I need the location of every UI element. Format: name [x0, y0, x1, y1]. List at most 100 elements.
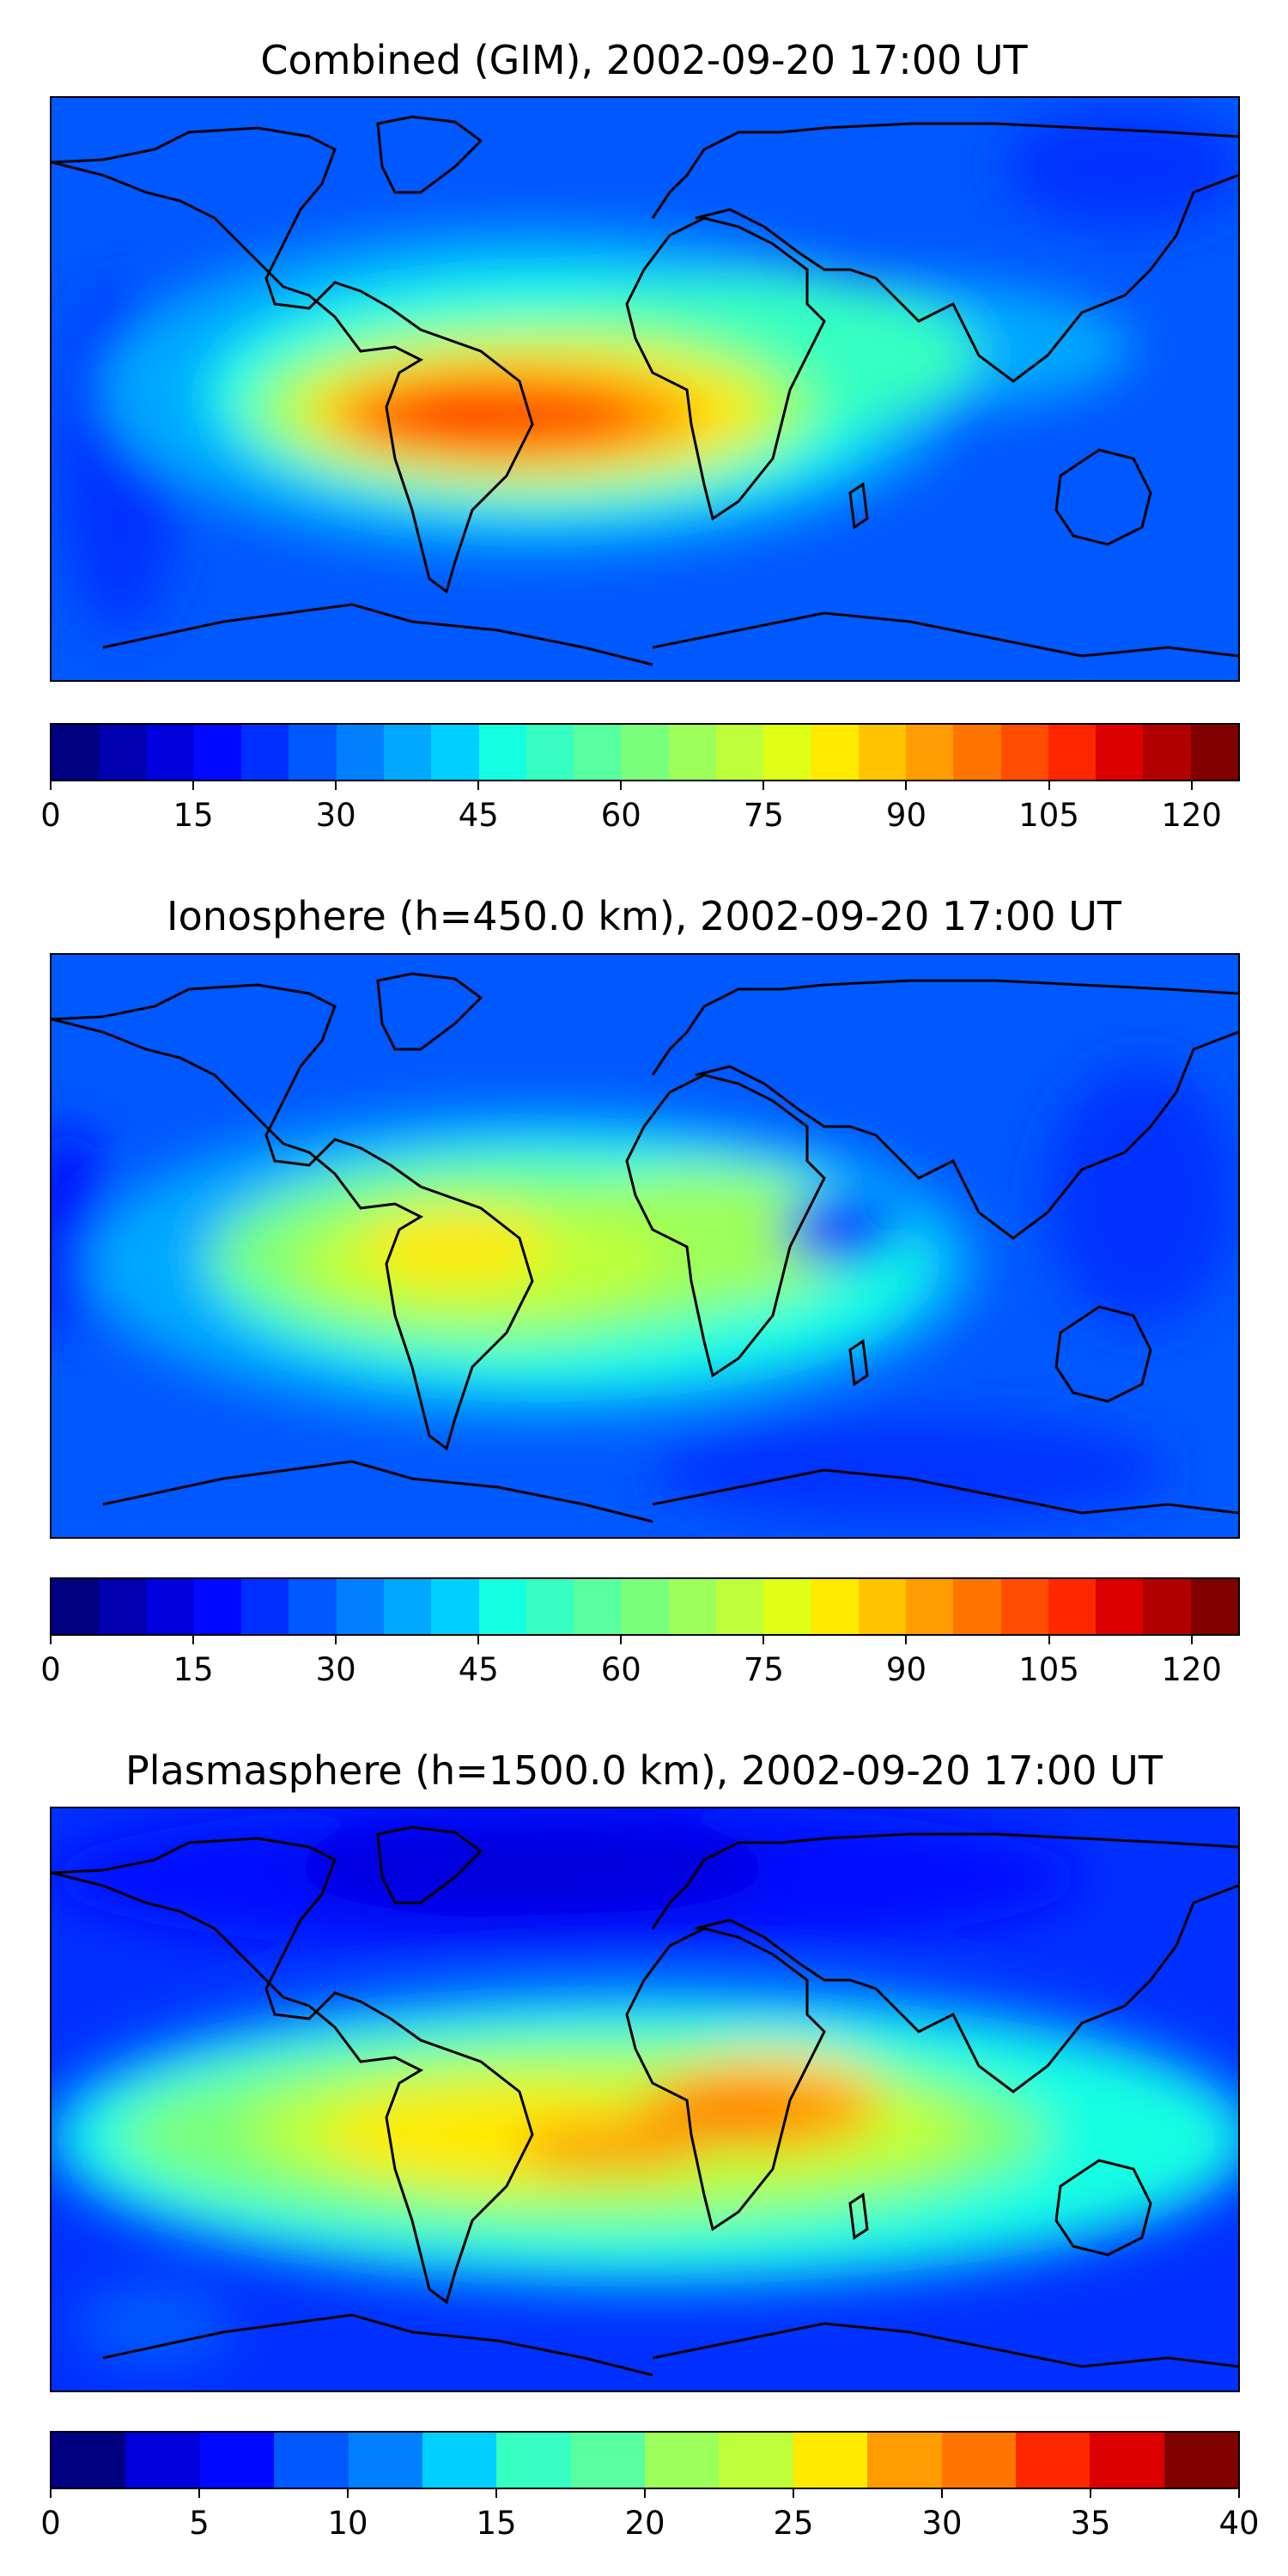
colorbar-segment — [348, 2433, 422, 2488]
colorbar-tick-label: 15 — [173, 797, 214, 834]
colorbar-tick-label: 120 — [1161, 1651, 1222, 1688]
colorbar-tick — [620, 780, 623, 790]
colorbar-segment — [431, 725, 479, 780]
colorbar-tick-label: 20 — [624, 2505, 665, 2542]
colorbar-tick-label: 30 — [921, 2505, 963, 2542]
colorbar-tick — [762, 1634, 765, 1644]
colorbar-segment — [52, 725, 100, 780]
colorbar-segment — [496, 2433, 571, 2488]
panel2-title: Ionosphere (h=450.0 km), 2002-09-20 17:0… — [167, 893, 1121, 939]
panel3-map — [50, 1807, 1240, 2392]
colorbar-tick — [762, 780, 765, 790]
colorbar-tick-label: 30 — [315, 797, 356, 834]
colorbar-tick — [1090, 2488, 1091, 2498]
colorbar-segment — [621, 725, 669, 780]
colorbar-segment — [941, 2433, 1016, 2488]
colorbar-tick-label: 45 — [458, 1651, 499, 1688]
panel3-tec-field — [52, 1808, 1238, 2391]
colorbar-segment — [1015, 2433, 1091, 2488]
panel1-map — [50, 96, 1240, 682]
colorbar-tick-label: 90 — [885, 1651, 927, 1688]
colorbar-tick-label: 0 — [40, 1651, 61, 1688]
colorbar-segment — [383, 1579, 432, 1634]
colorbar-segment — [811, 1579, 859, 1634]
colorbar-tick — [477, 780, 480, 790]
colorbar-tick-label: 75 — [743, 1651, 784, 1688]
colorbar-segment — [1000, 1579, 1048, 1634]
colorbar-tick — [192, 1634, 195, 1644]
panel1-colorbar-ticks: 0 15 30 45 60 75 90 105 120 — [40, 780, 1240, 834]
colorbar-tick — [1048, 1634, 1050, 1644]
colorbar-segment — [241, 725, 289, 780]
colorbar-segment — [1048, 1579, 1097, 1634]
colorbar-tick-label: 105 — [1018, 1651, 1079, 1688]
colorbar-tick — [335, 780, 337, 790]
colorbar-tick-label: 0 — [40, 2505, 61, 2542]
colorbar-tick — [347, 2488, 349, 2498]
panel1-title: Combined (GIM), 2002-09-20 17:00 UT — [260, 37, 1028, 83]
colorbar-segment — [906, 1579, 954, 1634]
colorbar-tick — [644, 2488, 646, 2498]
colorbar-segment — [763, 725, 811, 780]
colorbar-segment — [526, 1579, 574, 1634]
colorbar-segment — [1096, 725, 1144, 780]
colorbar-segment — [241, 1579, 289, 1634]
colorbar-tick-label: 45 — [458, 797, 499, 834]
colorbar-segment — [99, 725, 147, 780]
colorbar-segment — [1048, 725, 1097, 780]
colorbar-tick-label: 15 — [173, 1651, 214, 1688]
colorbar-segment — [52, 2433, 126, 2488]
coastlines — [52, 115, 1238, 666]
colorbar-segment — [574, 725, 622, 780]
colorbar-tick — [905, 780, 908, 790]
colorbar-segment — [715, 725, 764, 780]
colorbar-segment — [383, 725, 432, 780]
colorbar-segment — [1190, 1579, 1239, 1634]
colorbar-tick — [905, 1634, 908, 1644]
panel2-colorbar-ticks: 0 15 30 45 60 75 90 105 120 — [40, 1634, 1240, 1688]
colorbar-segment — [193, 725, 242, 780]
colorbar-segment — [1090, 2433, 1164, 2488]
colorbar-segment — [193, 1579, 242, 1634]
colorbar-tick — [941, 2488, 943, 2498]
colorbar-segment — [199, 2433, 275, 2488]
coastlines — [52, 1826, 1238, 2377]
colorbar-tick — [793, 2488, 794, 2498]
colorbar-tick — [1190, 780, 1193, 790]
colorbar-segment — [1190, 725, 1239, 780]
colorbar-segment — [125, 2433, 200, 2488]
coastlines — [52, 972, 1238, 1523]
colorbar-segment — [858, 1579, 907, 1634]
colorbar-segment — [793, 2433, 868, 2488]
colorbar-tick-label: 90 — [885, 797, 927, 834]
colorbar-segment — [574, 1579, 622, 1634]
colorbar-tick — [1190, 1634, 1193, 1644]
colorbar-segment — [763, 1579, 811, 1634]
colorbar-segment — [1143, 1579, 1191, 1634]
colorbar-segment — [621, 1579, 669, 1634]
colorbar-tick-label: 40 — [1218, 2505, 1260, 2542]
colorbar-segment — [336, 1579, 384, 1634]
colorbar-tick — [50, 2488, 52, 2498]
colorbar-segment — [668, 725, 716, 780]
colorbar-segment — [953, 725, 1001, 780]
colorbar-tick-label: 35 — [1070, 2505, 1111, 2542]
colorbar-segment — [867, 2433, 942, 2488]
panel2-colorbar — [50, 1577, 1240, 1636]
colorbar-tick-label: 60 — [600, 797, 641, 834]
panel2-tec-field — [52, 955, 1238, 1537]
colorbar-tick — [495, 2488, 497, 2498]
colorbar-segment — [858, 725, 907, 780]
colorbar-tick — [620, 1634, 623, 1644]
colorbar-segment — [422, 2433, 497, 2488]
colorbar-segment — [289, 1579, 337, 1634]
colorbar-segment — [1096, 1579, 1144, 1634]
colorbar-segment — [478, 1579, 526, 1634]
colorbar-tick-label: 5 — [189, 2505, 210, 2542]
colorbar-segment — [431, 1579, 479, 1634]
colorbar-segment — [146, 725, 194, 780]
panel1-tec-field — [52, 98, 1238, 680]
colorbar-tick-label: 10 — [327, 2505, 368, 2542]
colorbar-tick — [477, 1634, 480, 1644]
panel3-colorbar — [50, 2431, 1240, 2489]
